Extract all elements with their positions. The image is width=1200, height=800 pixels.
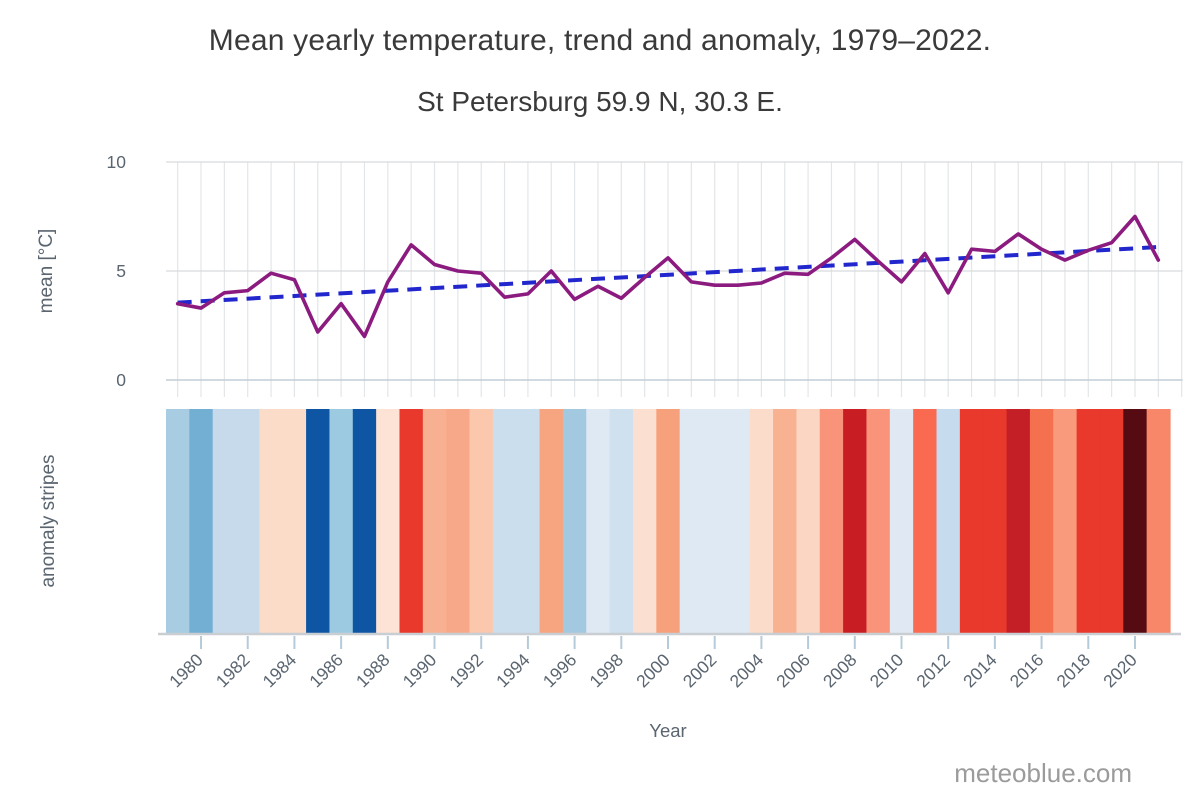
- anomaly-stripe-2012: [936, 409, 961, 633]
- anomaly-stripe-1999: [632, 409, 657, 633]
- vertical-gridlines: [177, 162, 1183, 397]
- x-tick-label-2020: 2020: [1099, 650, 1141, 692]
- x-tick-label-1984: 1984: [259, 650, 301, 692]
- anomaly-stripe-2001: [679, 409, 704, 633]
- anomaly-stripe-1997: [586, 409, 611, 633]
- anomaly-stripe-1983: [259, 409, 284, 633]
- anomaly-stripe-2014: [983, 409, 1008, 633]
- anomaly-stripe-2009: [866, 409, 891, 633]
- anomaly-stripe-1985: [306, 409, 331, 633]
- anomaly-stripe-1993: [492, 409, 517, 633]
- anomaly-stripe-1987: [352, 409, 377, 633]
- anomaly-stripe-1981: [212, 409, 237, 633]
- anomaly-stripe-1984: [282, 409, 307, 633]
- x-tick-label-1992: 1992: [445, 650, 487, 692]
- anomaly-stripes: [166, 409, 1171, 633]
- anomaly-stripe-1998: [609, 409, 634, 633]
- anomaly-stripe-2019: [1099, 409, 1124, 633]
- anomaly-stripe-2006: [796, 409, 821, 633]
- anomaly-stripe-2003: [726, 409, 751, 633]
- anomaly-stripe-1992: [469, 409, 494, 633]
- anomaly-stripe-1989: [399, 409, 424, 633]
- anomaly-stripe-1991: [446, 409, 471, 633]
- x-tick-label-2000: 2000: [632, 650, 674, 692]
- mean-temperature-line: [175, 214, 1161, 339]
- x-tick-label-2012: 2012: [912, 650, 954, 692]
- chart-title: Mean yearly temperature, trend and anoma…: [208, 24, 992, 57]
- x-tick-label-1994: 1994: [492, 650, 534, 692]
- y-tick-label-5: 5: [116, 261, 126, 281]
- anomaly-stripe-2000: [656, 409, 681, 633]
- y-tick-label-0: 0: [116, 370, 126, 390]
- anomaly-stripe-1980: [189, 409, 214, 633]
- anomaly-stripe-2011: [913, 409, 938, 633]
- x-tick-label-1982: 1982: [212, 650, 254, 692]
- anomaly-stripe-2017: [1053, 409, 1078, 633]
- watermark: meteoblue.com: [954, 758, 1132, 788]
- anomaly-stripe-1979: [166, 409, 190, 633]
- x-tick-label-1988: 1988: [352, 650, 394, 692]
- x-tick-label-2010: 2010: [866, 650, 908, 692]
- anomaly-stripe-1982: [236, 409, 260, 633]
- x-axis-ticks: [200, 636, 1136, 649]
- anomaly-stripe-2021: [1146, 409, 1171, 633]
- x-tick-label-2016: 2016: [1006, 650, 1048, 692]
- y-axis-tick-labels: 10 5 0: [107, 152, 127, 390]
- y-axis-label-stripes: anomaly stripes: [38, 454, 59, 587]
- anomaly-stripe-1995: [539, 409, 564, 633]
- x-tick-label-2004: 2004: [726, 650, 768, 692]
- x-tick-label-2008: 2008: [819, 650, 861, 692]
- anomaly-stripe-2018: [1076, 409, 1101, 633]
- y-axis-label-mean: mean [°C]: [36, 229, 57, 314]
- anomaly-stripe-2005: [773, 409, 798, 633]
- x-tick-label-2006: 2006: [772, 650, 814, 692]
- horizontal-gridlines: [166, 161, 1183, 381]
- x-tick-label-1998: 1998: [585, 650, 627, 692]
- x-axis-tick-labels: 1980 1982 1984 1986 1988 1990 1992 1994 1996 1998…: [165, 650, 1141, 692]
- anomaly-stripe-1990: [422, 409, 447, 633]
- anomaly-stripe-2008: [843, 409, 868, 633]
- x-tick-label-1980: 1980: [165, 650, 207, 692]
- x-axis-label: Year: [649, 720, 686, 741]
- anomaly-stripe-2013: [959, 409, 984, 633]
- y-tick-label-10: 10: [107, 152, 127, 172]
- anomaly-stripe-2004: [749, 409, 774, 633]
- x-tick-label-2002: 2002: [679, 650, 721, 692]
- x-tick-label-1996: 1996: [539, 650, 581, 692]
- anomaly-stripe-1994: [516, 409, 541, 633]
- anomaly-stripe-2010: [889, 409, 914, 633]
- anomaly-stripe-1986: [329, 409, 354, 633]
- x-tick-label-1986: 1986: [305, 650, 347, 692]
- anomaly-stripe-2015: [1006, 409, 1031, 633]
- anomaly-stripe-2020: [1123, 409, 1148, 633]
- trend-line: [177, 245, 1159, 305]
- anomaly-stripe-2016: [1029, 409, 1054, 633]
- anomaly-stripe-1996: [562, 409, 587, 633]
- x-tick-label-1990: 1990: [399, 650, 441, 692]
- anomaly-stripe-2002: [703, 409, 727, 633]
- x-tick-label-2014: 2014: [959, 650, 1001, 692]
- anomaly-stripe-1988: [376, 409, 401, 633]
- anomaly-stripe-2007: [819, 409, 844, 633]
- x-tick-label-2018: 2018: [1052, 650, 1094, 692]
- chart-subtitle: St Petersburg 59.9 N, 30.3 E.: [417, 86, 783, 117]
